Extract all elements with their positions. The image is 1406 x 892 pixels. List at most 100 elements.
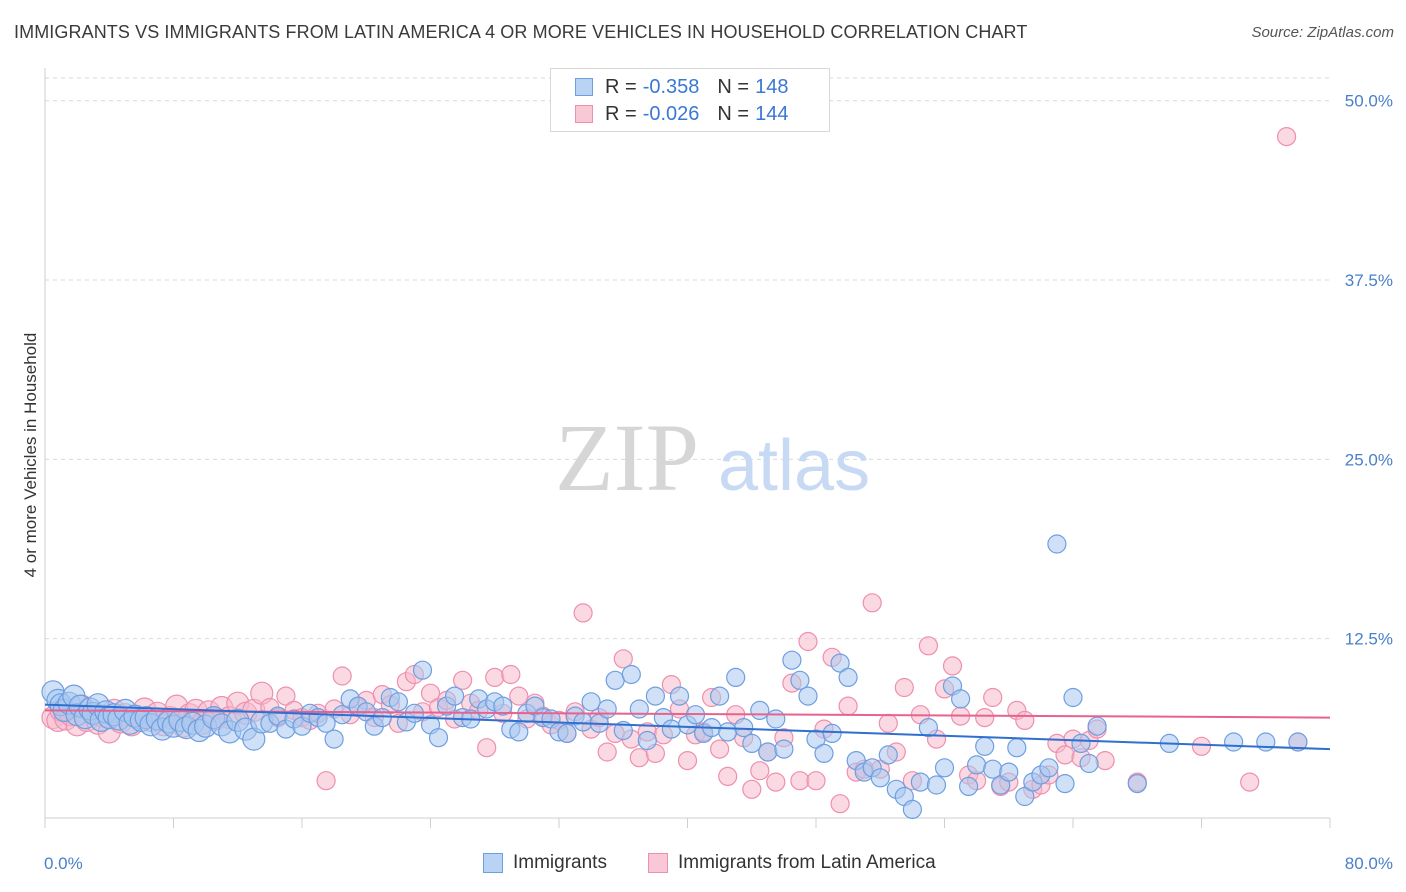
immigrants-point: [1015, 786, 1035, 807]
immigrants-point: [445, 686, 465, 706]
latin-america-point: [709, 739, 730, 759]
legend-swatch-pink: [575, 105, 593, 123]
immigrants-point: [766, 709, 786, 729]
latin-america-point: [894, 677, 914, 698]
chart-title: IMMIGRANTS VS IMMIGRANTS FROM LATIN AMER…: [14, 22, 1028, 42]
legend-n-label: N =: [717, 102, 750, 125]
y-tick-label: 25.0%: [1345, 450, 1393, 469]
immigrants-point: [573, 712, 593, 732]
immigrants-point: [629, 699, 649, 719]
immigrants-point: [814, 743, 834, 764]
immigrants-point: [983, 759, 1003, 779]
latin-america-point: [1055, 745, 1075, 765]
x-tick-label: 0.0%: [44, 854, 83, 873]
immigrants-point: [910, 772, 931, 792]
immigrants-point: [734, 717, 754, 738]
immigrants-point: [926, 775, 947, 795]
latin-america-point: [453, 670, 473, 690]
x-tick-labels: 0.0% 80.0%: [44, 854, 1393, 873]
legend-row-latin-america: R = -0.026 N = 144: [575, 101, 788, 127]
series-legend: Immigrants Immigrants from Latin America: [0, 852, 1406, 878]
immigrants-point: [613, 720, 633, 741]
correlation-legend: R = -0.358 N = 148 R = -0.026 N = 144: [550, 68, 830, 132]
latin-america-point: [316, 771, 336, 791]
latin-america-point: [878, 713, 898, 733]
legend-swatch-pink: [648, 853, 668, 873]
immigrants-point: [999, 762, 1019, 782]
immigrants-point: [324, 729, 344, 749]
legend-n-value: 144: [755, 102, 789, 125]
immigrants-point: [1256, 732, 1276, 752]
legend-row-immigrants: R = -0.358 N = 148: [575, 74, 788, 100]
immigrants-point: [966, 755, 987, 775]
immigrants-point: [637, 730, 657, 751]
immigrants-point: [709, 686, 730, 706]
immigrants-point: [950, 689, 971, 709]
immigrants-point: [621, 664, 641, 685]
immigrants-point: [597, 699, 617, 719]
immigrants-point: [798, 686, 818, 706]
immigrants-point: [975, 736, 995, 756]
legend-r-value: -0.358: [642, 75, 700, 98]
immigrants-point: [669, 686, 690, 706]
immigrants-point: [878, 745, 898, 765]
latin-america-point: [862, 593, 882, 613]
legend-label-latin-america: Immigrants from Latin America: [678, 852, 936, 873]
immigrants-point: [838, 667, 858, 688]
latin-america-point: [975, 707, 995, 728]
immigrants-point: [1071, 733, 1091, 754]
latin-america-point: [597, 742, 617, 762]
latin-america-point: [1276, 127, 1297, 147]
legend-swatch-blue: [575, 78, 593, 96]
watermark-zip: ZIP: [555, 404, 699, 511]
latin-america-point: [766, 772, 786, 792]
latin-america-point: [485, 667, 505, 688]
latin-america-point: [942, 656, 963, 676]
latin-america-point: [806, 771, 826, 791]
legend-swatch-blue: [483, 853, 503, 873]
immigrants-point: [958, 776, 979, 797]
latin-america-point: [790, 771, 810, 791]
immigrants-point: [726, 667, 746, 688]
immigrants-point: [934, 758, 955, 778]
immigrants-point: [750, 700, 770, 721]
immigrants-point: [918, 717, 939, 738]
latin-america-point: [798, 631, 818, 652]
immigrants-point: [1127, 773, 1147, 794]
immigrants-point: [388, 692, 408, 712]
latin-america-point: [718, 766, 738, 787]
immigrants-point: [412, 660, 433, 680]
latin-america-point: [613, 649, 633, 669]
legend-n-value: 148: [755, 75, 789, 98]
immigrants-point: [1087, 716, 1107, 736]
y-tick-label: 37.5%: [1345, 271, 1393, 290]
latin-america-point: [1095, 750, 1115, 771]
immigrants-point: [902, 799, 923, 820]
latin-america-point: [750, 761, 770, 781]
immigrants-point: [493, 696, 513, 716]
immigrants-point: [428, 728, 449, 748]
immigrants-point: [661, 719, 682, 739]
immigrants-point: [1055, 773, 1075, 794]
latin-america-point: [1015, 710, 1035, 731]
latin-america-point: [573, 603, 593, 623]
immigrants-point: [645, 686, 666, 706]
immigrants-point: [822, 723, 842, 744]
legend-n-label: N =: [717, 75, 750, 98]
latin-america-point: [501, 664, 521, 685]
immigrants-point: [1223, 732, 1244, 752]
immigrants-point: [509, 722, 529, 742]
latin-america-point: [742, 779, 762, 799]
immigrants-point: [1039, 758, 1059, 778]
immigrants-point: [557, 723, 577, 744]
y-tick-label: 50.0%: [1345, 92, 1393, 111]
latin-america-point: [677, 750, 698, 771]
latin-america-point: [838, 696, 858, 716]
latin-america-point: [918, 636, 939, 656]
legend-r-value: -0.026: [642, 102, 700, 125]
latin-america-point: [276, 686, 296, 706]
legend-r-label: R =: [605, 75, 637, 98]
immigrants-point: [758, 742, 778, 762]
legend-item-immigrants: Immigrants: [483, 852, 607, 874]
